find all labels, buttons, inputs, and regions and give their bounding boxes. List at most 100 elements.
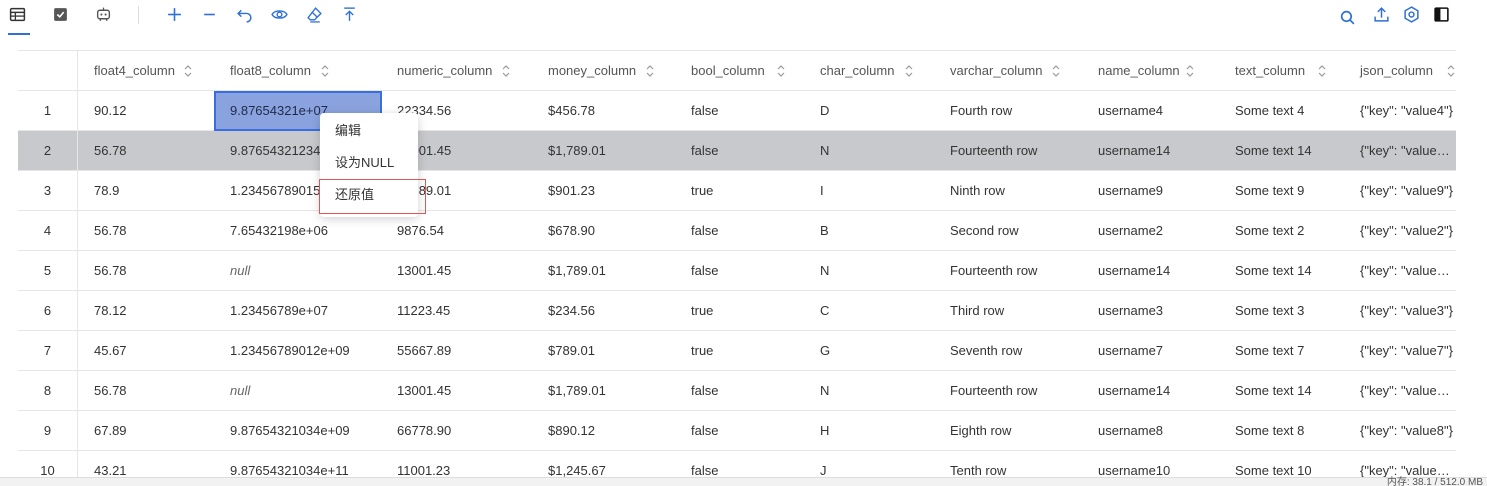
table-cell[interactable]: false (691, 103, 719, 118)
table-cell[interactable]: {"key": "value10"} (1360, 463, 1456, 478)
table-cell[interactable]: username3 (1098, 303, 1164, 318)
table-cell[interactable]: 56.78 (94, 263, 127, 278)
row-number[interactable]: 9 (18, 411, 78, 451)
panel-toggle-icon[interactable] (1430, 3, 1452, 25)
column-header-char-column[interactable]: char_column (820, 63, 895, 78)
column-header-varchar-column[interactable]: varchar_column (950, 63, 1043, 78)
table-cell[interactable]: $1,789.01 (548, 383, 606, 398)
table-cell[interactable]: {"key": "value7"} (1360, 343, 1453, 358)
table-cell[interactable]: $901.23 (548, 183, 595, 198)
table-cell[interactable]: false (691, 223, 719, 238)
table-cell[interactable]: {"key": "value3"} (1360, 303, 1453, 318)
eye-icon[interactable] (268, 3, 290, 25)
sort-icon[interactable] (183, 64, 193, 78)
table-cell[interactable]: null (230, 263, 251, 278)
table-cell[interactable]: Seventh row (950, 343, 1023, 358)
column-header-text-column[interactable]: text_column (1235, 63, 1306, 78)
table-cell[interactable]: $789.01 (548, 343, 595, 358)
sort-icon[interactable] (645, 64, 655, 78)
table-cell[interactable]: username14 (1098, 383, 1171, 398)
sort-icon[interactable] (1185, 64, 1195, 78)
table-cell[interactable]: N (820, 143, 830, 158)
table-row[interactable]: 6 78.12 1.23456789e+07 11223.45 $234.56 true C… (18, 291, 1456, 331)
table-cell[interactable]: 9876.54 (397, 223, 444, 238)
table-row[interactable]: 2 56.78 9.87654321234 13001.45 $1,789.01 fals… (18, 131, 1456, 171)
table-cell[interactable]: 66778.90 (397, 423, 452, 438)
search-icon[interactable] (1336, 6, 1358, 28)
undo-icon[interactable] (233, 3, 255, 25)
table-cell[interactable]: username14 (1098, 143, 1171, 158)
table-cell[interactable]: Some text 3 (1235, 303, 1305, 318)
table-cell[interactable]: {"key": "value14"} (1360, 263, 1456, 278)
row-number[interactable]: 5 (18, 251, 78, 291)
row-number[interactable]: 8 (18, 371, 78, 411)
table-cell[interactable]: Some text 14 (1235, 383, 1312, 398)
column-header-float4-column[interactable]: float4_column (94, 63, 175, 78)
table-row[interactable]: 10 43.21 9.87654321034e+11 11001.23 $1,245.6… (18, 451, 1456, 480)
table-cell[interactable]: B (820, 223, 829, 238)
table-cell[interactable]: {"key": "value14"} (1360, 143, 1456, 158)
table-cell[interactable]: 13001.45 (397, 383, 452, 398)
row-number[interactable]: 3 (18, 171, 78, 211)
row-number[interactable]: 2 (18, 131, 78, 171)
table-cell[interactable]: 7.65432198e+06 (230, 223, 328, 238)
table-cell[interactable]: I (820, 183, 824, 198)
sort-icon[interactable] (320, 64, 330, 78)
table-cell[interactable]: 56.78 (94, 383, 127, 398)
table-cell[interactable]: Some text 7 (1235, 343, 1305, 358)
table-cell[interactable]: false (691, 263, 719, 278)
table-cell[interactable]: C (820, 303, 830, 318)
table-cell[interactable]: username10 (1098, 463, 1171, 478)
sort-icon[interactable] (1051, 64, 1061, 78)
table-cell[interactable]: 78.9 (94, 183, 120, 198)
table-cell[interactable]: $234.56 (548, 303, 595, 318)
table-cell[interactable]: username2 (1098, 223, 1164, 238)
settings-icon[interactable] (1400, 3, 1422, 25)
table-cell[interactable]: Fourteenth row (950, 143, 1038, 158)
table-cell[interactable]: {"key": "value4"} (1360, 103, 1453, 118)
table-cell[interactable]: username8 (1098, 423, 1164, 438)
table-cell[interactable]: null (230, 383, 251, 398)
eraser-icon[interactable] (303, 3, 325, 25)
upload-icon[interactable] (1370, 3, 1392, 25)
minus-icon[interactable] (198, 3, 220, 25)
table-cell[interactable]: Some text 10 (1235, 463, 1312, 478)
table-row[interactable]: 1 90.12 9.87654321e+07 22334.56 $456.78 false… (18, 91, 1456, 131)
sort-icon[interactable] (1317, 64, 1327, 78)
table-cell[interactable]: 9.87654321034e+11 (230, 463, 349, 478)
sort-icon[interactable] (1446, 64, 1456, 78)
row-number[interactable]: 6 (18, 291, 78, 331)
table-cell[interactable]: 56.78 (94, 143, 127, 158)
table-cell[interactable]: username14 (1098, 263, 1171, 278)
table-cell[interactable]: username4 (1098, 103, 1164, 118)
table-cell[interactable]: false (691, 383, 719, 398)
table-row[interactable]: 3 78.9 1.23456789015 66789.01 $901.23 true I Ni… (18, 171, 1456, 211)
table-cell[interactable]: $1,789.01 (548, 263, 606, 278)
table-cell[interactable]: Some text 8 (1235, 423, 1305, 438)
column-header-json-column[interactable]: json_column (1360, 63, 1433, 78)
sort-icon[interactable] (776, 64, 786, 78)
table-cell[interactable]: $890.12 (548, 423, 595, 438)
table-cell[interactable]: N (820, 263, 830, 278)
plus-icon[interactable] (163, 3, 185, 25)
table-cell[interactable]: Eighth row (950, 423, 1012, 438)
table-cell[interactable]: false (691, 463, 719, 478)
table-cell[interactable]: true (691, 183, 714, 198)
table-cell[interactable]: Fourteenth row (950, 383, 1038, 398)
table-cell[interactable]: $678.90 (548, 223, 595, 238)
table-cell[interactable]: {"key": "value2"} (1360, 223, 1453, 238)
table-cell[interactable]: $1,789.01 (548, 143, 606, 158)
upload-arrow-icon[interactable] (338, 3, 360, 25)
table-cell[interactable]: 55667.89 (397, 343, 452, 358)
table-cell[interactable]: {"key": "value9"} (1360, 183, 1453, 198)
table-cell[interactable]: 90.12 (94, 103, 127, 118)
table-cell[interactable]: username7 (1098, 343, 1164, 358)
table-row[interactable]: 5 56.78 null 13001.45 $1,789.01 false N Fourtee… (18, 251, 1456, 291)
table-cell[interactable]: {"key": "value8"} (1360, 423, 1453, 438)
row-number[interactable]: 10 (18, 451, 78, 480)
row-number[interactable]: 7 (18, 331, 78, 371)
table-cell[interactable]: false (691, 143, 719, 158)
table-cell[interactable]: $1,245.67 (548, 463, 606, 478)
table-row[interactable]: 9 67.89 9.87654321034e+09 66778.90 $890.12 fa… (18, 411, 1456, 451)
sort-icon[interactable] (501, 64, 511, 78)
